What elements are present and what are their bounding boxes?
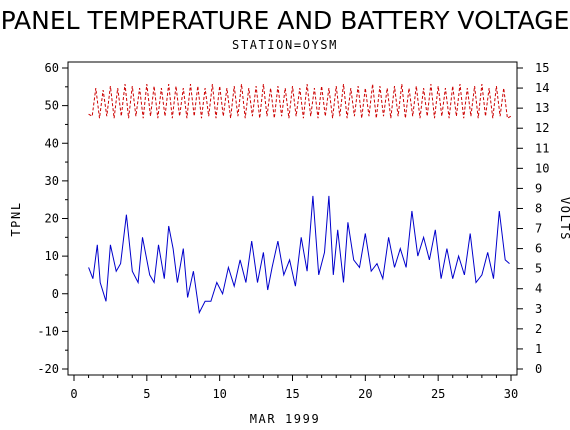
y-tick-label: 30: [45, 174, 59, 188]
y2-tick-label: 15: [535, 61, 549, 75]
y2-tick-label: 10: [535, 161, 549, 175]
y2-tick-label: 7: [535, 222, 542, 236]
y-tick-label: 60: [45, 61, 59, 75]
y2-tick-label: 5: [535, 262, 542, 276]
y2-tick-label: 2: [535, 322, 542, 336]
y-tick-label: 50: [45, 99, 59, 113]
chart-subtitle: STATION=OYSM: [232, 38, 338, 52]
x-tick-label: 10: [212, 387, 226, 401]
y2-tick-label: 0: [535, 362, 542, 376]
y2-tick-label: 12: [535, 121, 549, 135]
x-tick-label: 0: [70, 387, 77, 401]
y2-tick-label: 11: [535, 141, 549, 155]
y-tick-label: 10: [45, 249, 59, 263]
y-axis-label: TPNL: [9, 201, 23, 236]
x-tick-label: 30: [504, 387, 518, 401]
y-tick-label: -10: [37, 324, 59, 338]
y2-axis-label: VOLTS: [558, 197, 570, 241]
chart-title: PANEL TEMPERATURE AND BATTERY VOLTAGE: [1, 6, 570, 35]
y2-tick-label: 6: [535, 242, 542, 256]
y-tick-label: -20: [37, 362, 59, 376]
y2-tick-label: 4: [535, 282, 542, 296]
y-tick-label: 0: [52, 287, 59, 301]
voltage-series-line: [88, 84, 512, 119]
y-tick-label: 20: [45, 212, 59, 226]
y2-tick-label: 3: [535, 302, 542, 316]
x-tick-label: 20: [358, 387, 372, 401]
y2-tick-label: 9: [535, 181, 542, 195]
y-tick-label: 40: [45, 136, 59, 150]
y2-tick-label: 14: [535, 81, 549, 95]
y2-tick-label: 13: [535, 101, 549, 115]
x-axis-label: MAR 1999: [250, 412, 321, 426]
y2-tick-label: 1: [535, 342, 542, 356]
x-tick-label: 25: [431, 387, 445, 401]
y2-tick-label: 8: [535, 201, 542, 215]
x-tick-label: 15: [285, 387, 299, 401]
temperature-series-line: [88, 195, 510, 315]
x-tick-label: 5: [143, 387, 150, 401]
